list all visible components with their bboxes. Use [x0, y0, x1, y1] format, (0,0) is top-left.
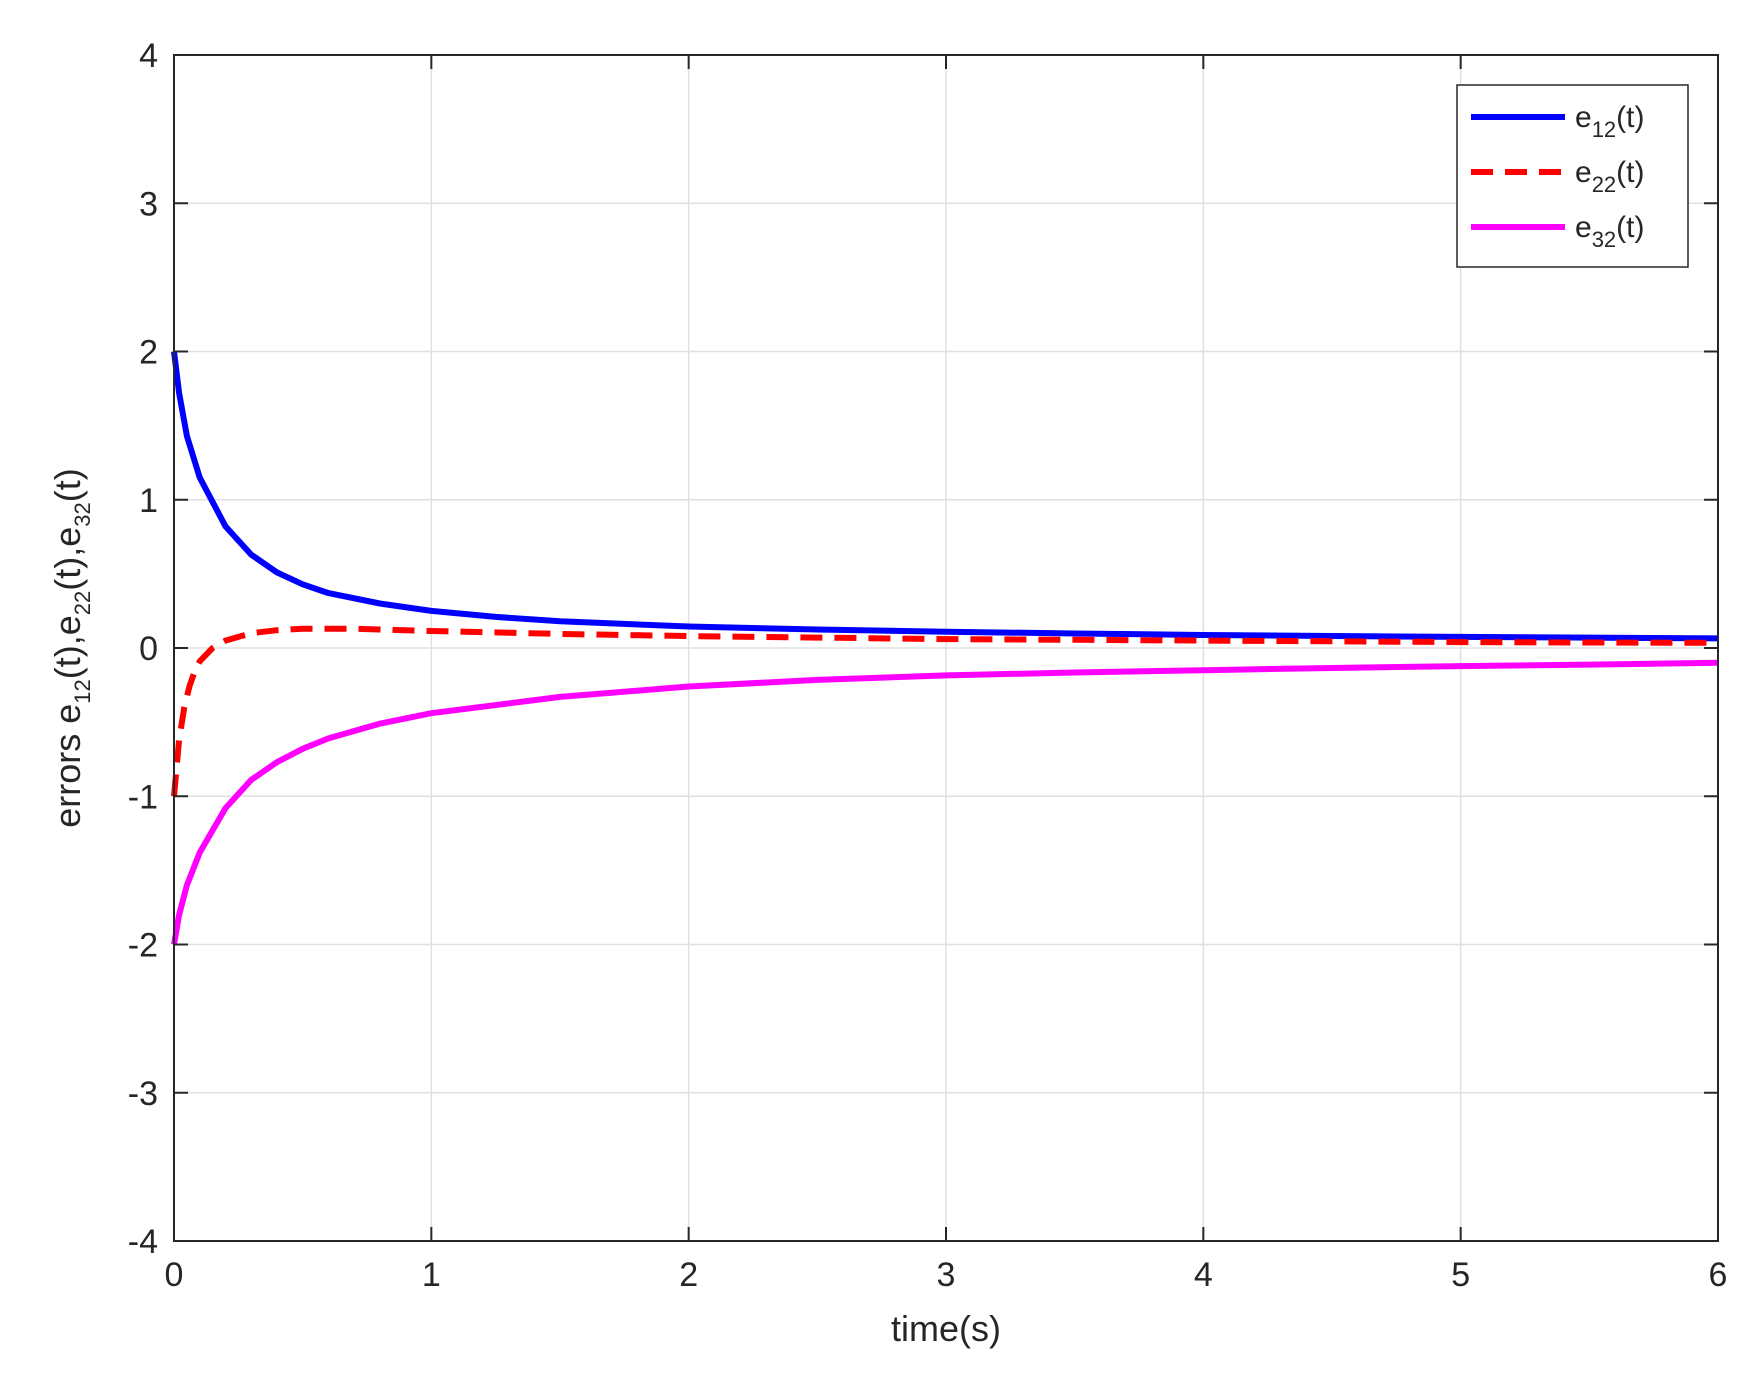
- x-tick-label: 1: [422, 1256, 441, 1294]
- y-tick-label: -4: [128, 1223, 158, 1261]
- y-axis-label: errors e12(t),e22(t),e32(t): [47, 468, 95, 828]
- x-tick-label: 6: [1709, 1256, 1728, 1294]
- axis-labels: time(s) errors e12(t),e22(t),e32(t): [47, 468, 1001, 1349]
- legend-label-2: e22(t): [1575, 156, 1645, 197]
- series-group: [171, 351, 1719, 946]
- legend: e12(t) e22(t) e32(t): [1456, 84, 1689, 268]
- y-tick-label: -3: [128, 1075, 158, 1113]
- x-tick-label: 2: [679, 1256, 698, 1294]
- legend-box: [1456, 84, 1689, 268]
- y-tick-label: -1: [128, 778, 158, 816]
- y-tick-label: 2: [139, 334, 158, 372]
- legend-label-3: e32(t): [1575, 211, 1645, 252]
- ticks: 0 1 2 3 4 5 6 -4 -3 -2 -1 0 1 2 3 4: [128, 37, 1728, 1294]
- legend-label-1: e12(t): [1575, 101, 1645, 142]
- x-tick-label: 5: [1451, 1256, 1470, 1294]
- y-tick-label: 0: [139, 630, 158, 668]
- y-tick-label: -2: [128, 927, 158, 965]
- series-line-1: [171, 351, 1719, 642]
- x-tick-label: 0: [165, 1256, 184, 1294]
- series-line-3: [171, 659, 1719, 946]
- y-tick-label: 4: [139, 37, 158, 75]
- x-tick-label: 3: [937, 1256, 956, 1294]
- y-tick-label: 3: [139, 185, 158, 223]
- x-tick-label: 4: [1194, 1256, 1213, 1294]
- y-tick-label: 1: [139, 482, 158, 520]
- x-axis-label: time(s): [891, 1308, 1001, 1349]
